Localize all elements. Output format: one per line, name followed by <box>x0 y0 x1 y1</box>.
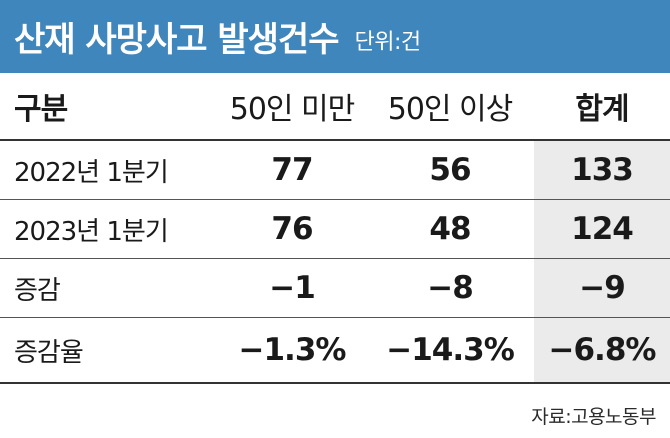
table-row: 증감 −1 −8 −9 <box>0 258 670 318</box>
table-row: 증감율 −1.3% −14.3% −6.8% <box>0 317 670 384</box>
title-bar: 산재 사망사고 발생건수 단위:건 <box>0 0 670 73</box>
row-label: 증감율 <box>0 317 218 384</box>
unit-label: 단위:건 <box>354 29 421 55</box>
cell-over50: −8 <box>366 258 534 318</box>
table-row: 2023년 1분기 76 48 124 <box>0 199 670 259</box>
cell-under50: −1.3% <box>218 317 366 384</box>
cell-total: 124 <box>534 199 670 259</box>
cell-total: 133 <box>534 140 670 200</box>
header-category: 구분 <box>0 73 218 141</box>
cell-over50: −14.3% <box>366 317 534 384</box>
table-title: 산재 사망사고 발생건수 <box>14 20 339 60</box>
cell-over50: 48 <box>366 199 534 259</box>
cell-total: −6.8% <box>534 317 670 384</box>
header-over50: 50인 이상 <box>366 73 534 141</box>
header-row: 구분 50인 미만 50인 이상 합계 <box>0 73 670 141</box>
table-row: 2022년 1분기 77 56 133 <box>0 140 670 200</box>
cell-total: −9 <box>534 258 670 318</box>
row-label: 2023년 1분기 <box>0 199 218 259</box>
cell-under50: −1 <box>218 258 366 318</box>
data-table: 구분 50인 미만 50인 이상 합계 2022년 1분기 77 56 133 … <box>0 73 670 384</box>
cell-under50: 76 <box>218 199 366 259</box>
header-under50: 50인 미만 <box>218 73 366 141</box>
source-note: 자료:고용노동부 <box>531 406 656 428</box>
cell-over50: 56 <box>366 140 534 200</box>
row-label: 2022년 1분기 <box>0 140 218 200</box>
row-label: 증감 <box>0 258 218 318</box>
header-total: 합계 <box>534 73 670 141</box>
cell-under50: 77 <box>218 140 366 200</box>
